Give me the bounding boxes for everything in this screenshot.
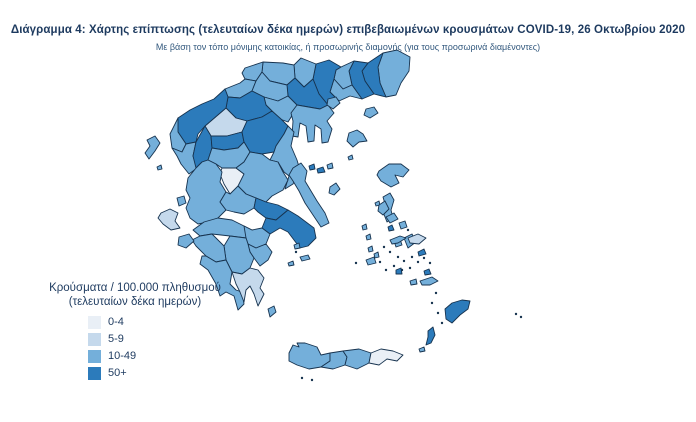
region-evia [288,162,330,228]
region-santorini [395,267,403,275]
islet-dot [396,255,400,259]
islet-dot [434,291,438,295]
islet-dot [422,256,426,260]
legend-label: 0-4 [108,316,124,329]
region-samos [407,233,427,245]
islet-dot [406,228,410,232]
map-islet-dots-layer [294,228,523,382]
region-agios-efstratios [347,154,354,161]
region-tinos [385,212,399,224]
islet-dot [378,260,382,264]
region-skyros [328,182,341,196]
legend-title-line2: (τελευταίων δέκα ημερών) [68,296,202,309]
islet-dot [300,376,304,380]
map-legend: Κρούσματα / 100.000 πληθυσμού (τελευταίω… [28,281,242,382]
region-chania [288,342,331,370]
region-rodos [444,299,471,324]
legend-label: 5-9 [108,333,124,346]
islet-dot [410,255,414,259]
region-kasos [418,346,426,353]
region-amorgos [417,248,427,257]
region-andros [377,200,390,216]
figure-title: Διάγραμμα 4: Χάρτης επίπτωσης (τελευταίω… [10,24,686,36]
region-serifos [367,245,374,253]
islet-dot [294,250,298,254]
legend-label: 50+ [108,367,127,380]
islet-dot [392,264,396,268]
islet-dot [388,250,392,254]
region-alonnisos [326,162,334,170]
islet-dot [436,311,440,315]
region-kos [419,276,439,286]
region-irakleio [342,348,372,370]
legend-label: 10-49 [108,350,137,363]
legend-swatch-50+ [88,366,101,380]
region-kefalonia [157,208,181,231]
islet-dot [354,261,358,265]
legend-items: 0-4 5-9 10-49 50+ [88,314,242,382]
region-hydra [299,254,311,262]
map-regions-layer [144,49,471,370]
legend-row-50+: 50+ [88,365,242,382]
region-lakonia [231,267,265,307]
region-lesvos [376,163,410,188]
legend-swatch-5-9 [88,332,101,346]
region-aigina [293,242,301,250]
legend-row-0-4: 0-4 [88,314,242,331]
legend-row-5-9: 5-9 [88,331,242,348]
region-lasithi [368,348,404,366]
region-lefkada [176,195,187,207]
islet-dot [408,266,412,270]
region-karpathos [425,326,436,346]
islet-dot [430,301,434,305]
region-kythira [267,305,277,318]
region-fokida [219,185,257,215]
region-spetses [287,260,295,267]
region-limnos [346,129,368,148]
region-thasos [326,96,341,110]
region-skiathos [308,163,316,171]
islet-dot [428,261,432,265]
region-kea [361,223,368,231]
region-kythnos [365,233,372,241]
region-paxoi [156,164,163,171]
legend-title-line1: Κρούσματα / 100.000 πληθυσμού [49,282,221,294]
region-milos [365,256,377,266]
figure-subtitle: Με βάση τον τόπο μόνιμης κατοικίας, ή πρ… [155,42,541,52]
legend-swatch-0-4 [88,315,101,329]
islet-dot [416,260,420,264]
islet-dot [382,245,386,249]
region-sifnos [373,251,380,259]
legend-swatch-10-49 [88,349,101,363]
region-kerkyra [144,135,161,160]
region-chalkidiki [290,104,335,144]
islet-dot [519,315,523,319]
region-zakynthos [177,233,195,249]
legend-row-10-49: 10-49 [88,348,242,365]
region-samothraki [363,106,379,119]
islet-dot [440,321,444,325]
region-kalymnos [423,268,432,276]
islet-dot [402,259,406,263]
region-messinia [199,255,245,311]
region-ikaria [389,235,407,245]
islet-dot [400,268,404,272]
islet-dot [514,312,518,316]
region-syros [387,224,395,232]
region-skopelos [316,166,326,174]
islet-dot [384,268,388,272]
region-attica [261,209,317,249]
islet-dot [310,378,314,382]
region-mykonos [398,220,408,230]
region-astypalea [409,278,418,286]
